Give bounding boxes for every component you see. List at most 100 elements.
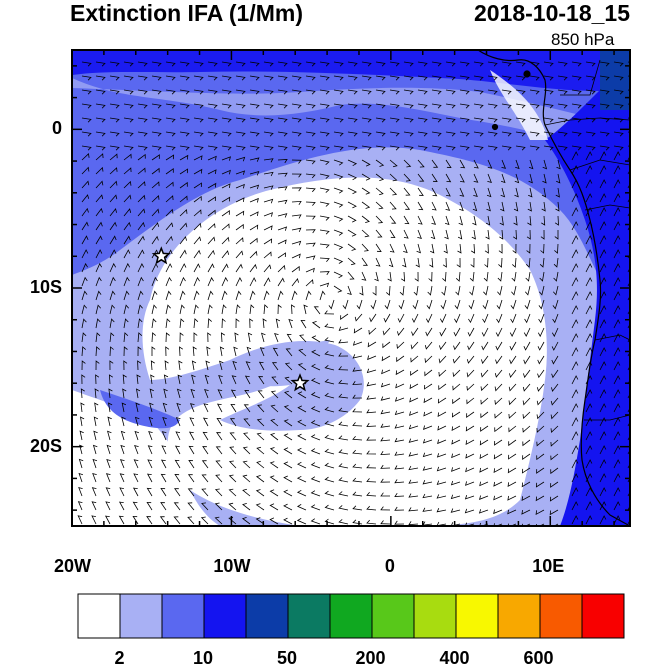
wind-barb: [201, 460, 209, 469]
wind-barb: [543, 145, 554, 151]
wind-barb: [443, 243, 448, 254]
wind-barb: [123, 235, 131, 245]
star-marker: [151, 246, 171, 265]
wind-barb: [165, 89, 176, 95]
wind-barb: [137, 360, 142, 371]
wind-barb: [457, 229, 463, 240]
wind-barb: [165, 61, 176, 67]
wind-barb: [458, 215, 463, 226]
colorbar-label: 400: [439, 648, 470, 668]
wind-barb: [403, 103, 414, 109]
wind-barb: [193, 249, 201, 259]
wind-barb: [296, 475, 307, 483]
wind-barb: [221, 304, 227, 315]
wind-barb: [483, 271, 489, 282]
wind-barb: [148, 431, 153, 441]
wind-barb: [539, 271, 545, 282]
wind-barb: [93, 430, 98, 441]
wind-barb: [249, 290, 256, 301]
wind-barb: [494, 425, 503, 433]
wind-barb: [375, 257, 381, 267]
wind-barb: [207, 223, 216, 231]
wind-barb: [95, 131, 106, 137]
wind-barb: [509, 341, 517, 351]
wind-barb: [508, 383, 517, 392]
wind-barb: [366, 395, 377, 400]
wind-barb: [441, 285, 447, 296]
wind-barb: [423, 411, 433, 417]
wind-barb: [352, 436, 363, 441]
wind-barb: [311, 321, 321, 329]
wind-barb: [450, 494, 461, 500]
wind-barb: [95, 249, 103, 259]
wind-barb: [375, 229, 383, 238]
wind-barb: [235, 131, 246, 137]
wind-barb: [613, 249, 621, 259]
wind-barb: [271, 376, 279, 385]
wind-barb: [179, 263, 187, 273]
wind-barb: [165, 318, 171, 329]
wind-barb: [469, 285, 475, 296]
wind-barb: [305, 201, 316, 206]
wind-barb: [599, 347, 607, 357]
wind-barb: [283, 475, 293, 483]
wind-barb: [324, 518, 335, 525]
wind-barb: [175, 417, 181, 427]
wind-barb: [165, 154, 175, 161]
wind-barb: [338, 519, 349, 525]
wind-barb: [431, 215, 437, 225]
wind-barb: [179, 154, 189, 161]
wind-barb: [468, 313, 475, 324]
wind-barb: [527, 201, 532, 212]
wind-barb: [297, 461, 307, 469]
wind-barb: [585, 193, 593, 203]
wind-barb: [487, 173, 492, 183]
colorbar-swatch: [413, 593, 457, 639]
wind-barb: [455, 285, 461, 296]
wind-barb: [235, 89, 246, 95]
wind-barb: [173, 502, 181, 511]
wind-barb: [333, 159, 344, 166]
wind-barb: [599, 487, 607, 497]
wind-barb: [193, 131, 204, 137]
wind-barb: [263, 185, 274, 190]
wind-barb: [501, 103, 512, 109]
wind-barb: [263, 131, 274, 137]
wind-barb: [179, 75, 190, 81]
wind-barb: [571, 445, 579, 455]
wind-barb: [277, 172, 288, 177]
wind-barb: [445, 131, 456, 137]
wind-barb: [193, 155, 203, 161]
wind-barb: [121, 402, 127, 413]
wind-barb: [95, 332, 101, 343]
wind-barb: [450, 480, 461, 486]
wind-barb: [179, 61, 190, 67]
wind-barb: [283, 489, 293, 497]
wind-barb: [324, 476, 335, 483]
wind-barb: [333, 243, 344, 250]
wind-barb: [305, 89, 316, 95]
wind-barb: [571, 431, 579, 441]
wind-barb: [255, 475, 265, 483]
wind-barb: [132, 501, 139, 511]
wind-barb: [431, 117, 442, 123]
wind-barb: [394, 437, 405, 443]
wind-barb: [133, 459, 139, 469]
coastline: [477, 50, 630, 526]
wind-barb: [361, 243, 369, 252]
wind-barb: [613, 473, 621, 483]
wind-barb: [243, 418, 251, 427]
wind-barb: [380, 506, 391, 511]
wind-barb: [123, 180, 132, 189]
wind-barb: [291, 290, 298, 301]
wind-barb: [151, 276, 158, 287]
wind-barb: [498, 257, 503, 268]
wind-barb: [515, 103, 526, 109]
wind-barb: [522, 411, 531, 420]
wind-barb: [571, 249, 579, 259]
wind-barb: [552, 285, 559, 296]
wind-barb: [187, 488, 195, 497]
wind-barb: [361, 131, 372, 137]
wind-barb: [552, 299, 559, 310]
wind-barb: [599, 515, 607, 525]
